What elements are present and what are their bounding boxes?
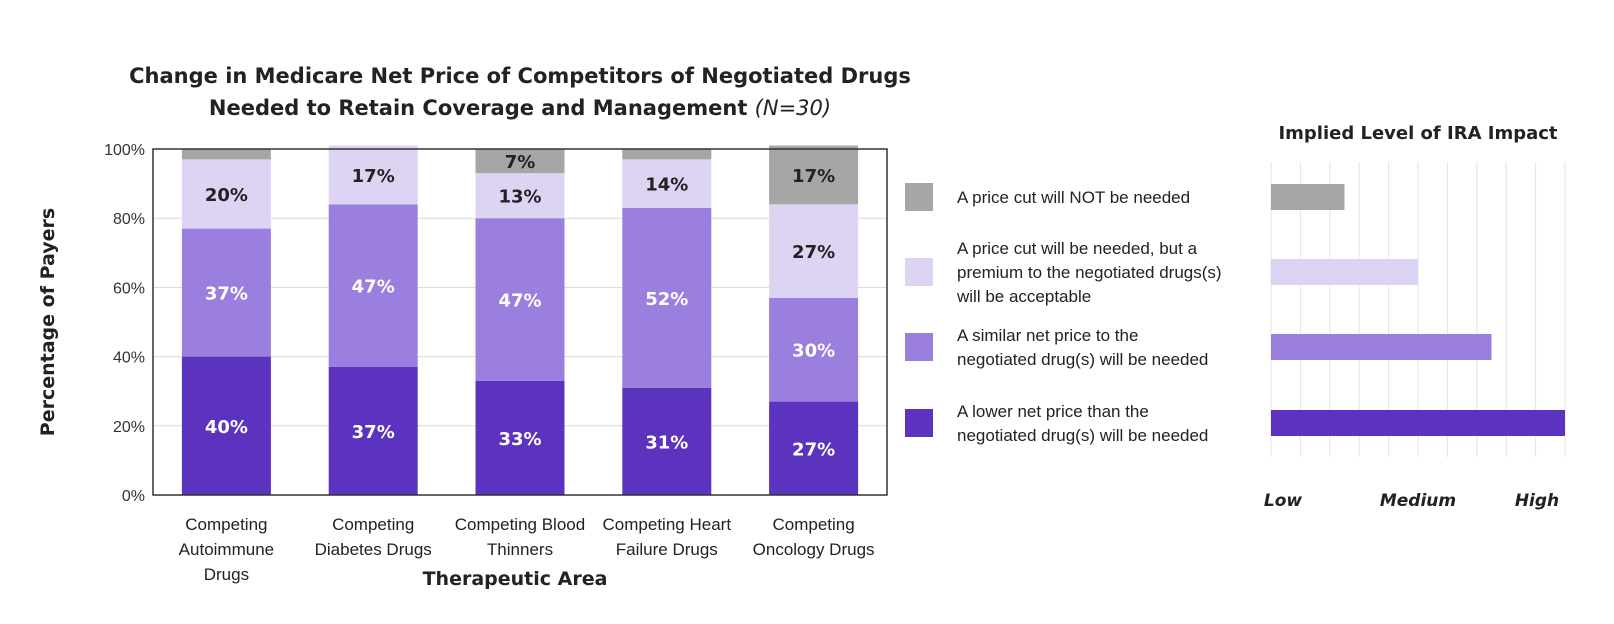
data-label: 31%: [645, 432, 688, 453]
data-label: 37%: [205, 284, 248, 305]
legend-swatch: [905, 333, 933, 361]
bar-segment: [769, 297, 859, 402]
y-tick-label: 80%: [113, 211, 145, 228]
bar-segment: [622, 149, 712, 160]
plot-frame: [152, 148, 888, 496]
bar-segment: [181, 356, 271, 495]
impact-scale-label: High: [1515, 491, 1559, 511]
x-tick-label: Diabetes Drugs: [315, 540, 432, 559]
main-chart-title-line1: Change in Medicare Net Price of Competit…: [129, 64, 911, 88]
bar-segment: [475, 218, 565, 381]
x-tick-label: Competing Blood: [455, 515, 585, 534]
legend-swatch: [905, 258, 933, 286]
data-label: 20%: [205, 185, 248, 206]
bar-segment: [622, 207, 712, 388]
data-label: 14%: [645, 175, 688, 196]
data-label: 40%: [205, 417, 248, 438]
data-label: 33%: [498, 429, 541, 450]
data-label: 47%: [352, 277, 395, 298]
x-tick-label: Oncology Drugs: [753, 540, 875, 559]
impact-scale-label: Medium: [1380, 491, 1456, 511]
legend-label: A price cut will be needed, but a: [957, 239, 1198, 258]
y-tick-label: 60%: [113, 280, 145, 297]
data-label: 13%: [498, 187, 541, 208]
bar-segment: [181, 159, 271, 229]
data-label: 27%: [792, 242, 835, 263]
bar-segment: [769, 401, 859, 495]
x-tick-label: Failure Drugs: [616, 540, 718, 559]
x-tick-label: Competing: [332, 515, 414, 534]
impact-bar: [1271, 184, 1345, 210]
legend-swatch: [905, 409, 933, 437]
bar-segment: [181, 149, 271, 160]
legend-label: A lower net price than the: [957, 402, 1149, 421]
data-label: 17%: [792, 166, 835, 187]
data-label: 52%: [645, 289, 688, 310]
x-axis-title: Therapeutic Area: [423, 568, 608, 590]
y-tick-label: 40%: [113, 350, 145, 367]
impact-scale-label: Low: [1264, 491, 1303, 511]
legend-label: negotiated drug(s) will be needed: [957, 350, 1208, 369]
main-chart-title: Change in Medicare Net Price of Competit…: [110, 60, 930, 124]
bar-segment: [328, 145, 418, 205]
impact-bar: [1271, 259, 1418, 285]
x-tick-label: Competing: [772, 515, 854, 534]
bar-segment: [769, 204, 859, 298]
data-label: 37%: [352, 422, 395, 443]
main-chart-title-line2: Needed to Retain Coverage and Management…: [110, 92, 930, 124]
legend-label: negotiated drug(s) will be needed: [957, 426, 1208, 445]
legend-label: A similar net price to the: [957, 326, 1138, 345]
bar-segment: [181, 228, 271, 357]
x-tick-label: Competing: [185, 515, 267, 534]
main-chart-title-note: (N=30): [754, 96, 832, 120]
data-label: 30%: [792, 341, 835, 362]
impact-chart-title: Implied Level of IRA Impact: [1278, 123, 1557, 144]
main-chart-title-text: Needed to Retain Coverage and Management: [208, 96, 748, 120]
legend-swatch: [905, 183, 933, 211]
x-tick-label: Thinners: [487, 540, 553, 559]
impact-bar: [1271, 410, 1565, 436]
bar-segment: [769, 145, 859, 205]
x-tick-label: Drugs: [204, 565, 249, 584]
bar-segment: [475, 149, 565, 174]
x-tick-label: Competing Heart: [603, 515, 732, 534]
y-tick-label: 100%: [104, 142, 145, 159]
data-label: 27%: [792, 439, 835, 460]
y-tick-label: 0%: [122, 488, 145, 505]
bar-segment: [475, 380, 565, 495]
legend-label: A price cut will NOT be needed: [957, 188, 1190, 207]
data-label: 7%: [505, 152, 536, 173]
impact-bar: [1271, 334, 1492, 360]
bar-segment: [328, 366, 418, 495]
bar-segment: [328, 204, 418, 367]
legend-label: premium to the negotiated drugs(s): [957, 263, 1222, 282]
bar-segment: [622, 387, 712, 495]
x-tick-label: Autoimmune: [179, 540, 274, 559]
legend-label: will be acceptable: [956, 287, 1091, 306]
y-tick-label: 20%: [113, 419, 145, 436]
data-label: 17%: [352, 166, 395, 187]
bar-segment: [475, 173, 565, 219]
y-axis-title: Percentage of Payers: [37, 208, 59, 436]
data-label: 47%: [498, 291, 541, 312]
bar-segment: [622, 159, 712, 208]
